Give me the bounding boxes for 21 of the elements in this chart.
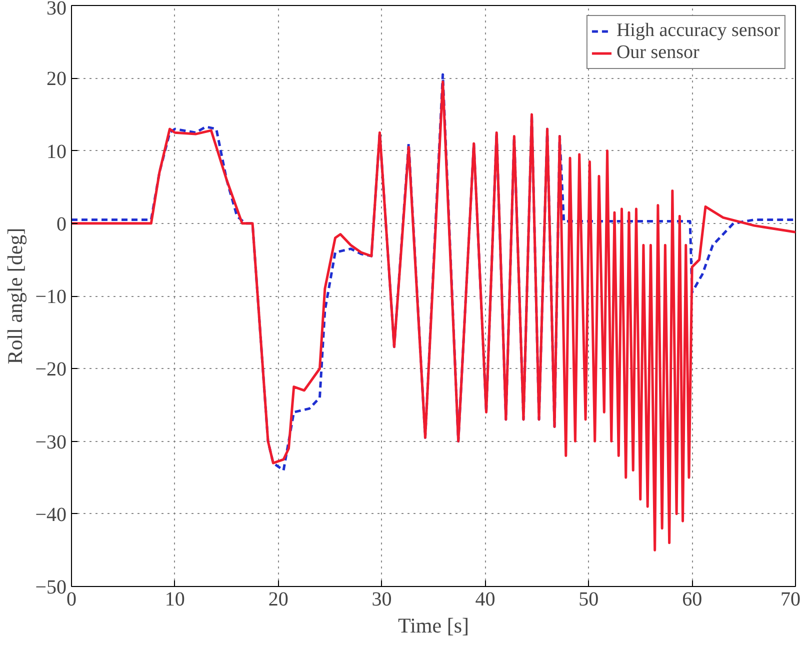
x-tick-label: 10 [164,588,185,610]
y-tick-label: 0 [56,213,66,236]
y-tick-label: 20 [46,68,66,90]
y-tick-label: −50 [35,576,66,598]
legend-label: Our sensor [616,42,700,64]
x-tick-label: 70 [780,588,800,610]
x-tick-label: 40 [475,588,496,610]
y-tick-label: −20 [35,358,66,381]
legend-label: High accuracy sensor [616,20,780,42]
y-tick-label: −40 [35,504,66,526]
y-tick-label: −10 [35,286,66,308]
line-series [72,80,796,552]
x-tick-label: 30 [372,588,392,610]
y-tick-label: 30 [46,0,66,20]
x-tick-label: 60 [682,588,702,610]
x-axis-title: Time [s] [398,614,470,638]
y-axis-title: Roll angle [deg] [3,228,28,364]
x-tick-label: 50 [578,588,599,610]
y-tick-label: −30 [35,431,66,454]
y-tick-label: 10 [46,140,66,163]
x-tick-label: 20 [268,588,288,610]
